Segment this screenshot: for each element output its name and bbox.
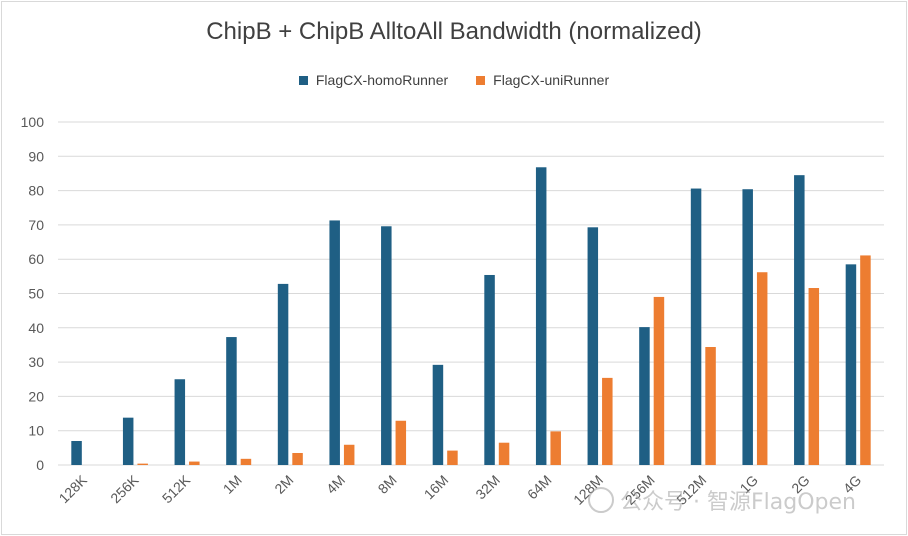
y-tick-label: 0 bbox=[36, 457, 44, 473]
y-tick-label: 100 bbox=[21, 114, 45, 130]
bar-homorunner bbox=[122, 417, 134, 465]
x-tick-label: 64M bbox=[524, 472, 555, 503]
x-tick-label: 1M bbox=[220, 472, 245, 497]
legend: FlagCX-homoRunner FlagCX-uniRunner bbox=[0, 72, 908, 88]
bar-unirunner bbox=[395, 420, 407, 465]
bar-unirunner bbox=[498, 442, 510, 465]
bar-homorunner bbox=[174, 379, 186, 465]
legend-swatch-unirunner bbox=[476, 75, 486, 85]
legend-item-unirunner: FlagCX-uniRunner bbox=[476, 72, 609, 88]
legend-swatch-homorunner bbox=[298, 75, 308, 85]
bar-homorunner bbox=[381, 226, 392, 465]
x-tick-label: 16M bbox=[421, 472, 452, 503]
y-tick-label: 50 bbox=[28, 286, 44, 302]
bar-homorunner bbox=[639, 327, 650, 465]
bar-homorunner bbox=[587, 227, 599, 465]
legend-label-unirunner: FlagCX-uniRunner bbox=[493, 72, 610, 88]
bar-unirunner bbox=[705, 347, 716, 465]
x-tick-label: 4M bbox=[323, 472, 348, 497]
y-tick-label: 10 bbox=[28, 423, 44, 439]
bar-homorunner bbox=[845, 264, 857, 465]
bar-unirunner bbox=[240, 458, 252, 465]
y-tick-label: 40 bbox=[28, 320, 44, 336]
bar-homorunner bbox=[277, 283, 289, 465]
y-tick-label: 90 bbox=[28, 148, 44, 164]
bar-unirunner bbox=[808, 288, 820, 465]
bar-unirunner bbox=[447, 450, 458, 465]
bar-homorunner bbox=[432, 364, 444, 465]
y-tick-label: 60 bbox=[28, 251, 44, 267]
chart-title: ChipB + ChipB AlltoAll Bandwidth (normal… bbox=[206, 18, 702, 45]
bar-unirunner bbox=[756, 272, 768, 465]
x-tick-label: 256K bbox=[107, 471, 142, 506]
x-tick-label: 2M bbox=[271, 472, 296, 497]
bar-unirunner bbox=[137, 463, 148, 465]
wechat-logo-icon bbox=[588, 487, 614, 513]
bar-homorunner bbox=[742, 189, 753, 465]
x-tick-label: 8M bbox=[375, 472, 400, 497]
legend-item-homorunner: FlagCX-homoRunner bbox=[298, 72, 449, 88]
y-tick-label: 80 bbox=[28, 183, 44, 199]
bar-unirunner bbox=[860, 255, 871, 465]
bar-homorunner bbox=[794, 175, 805, 466]
bar-homorunner bbox=[690, 188, 702, 466]
bar-unirunner bbox=[550, 431, 561, 465]
watermark: 公众号 · 智源FlagOpen bbox=[588, 484, 856, 516]
bar-unirunner bbox=[343, 444, 355, 465]
bar-unirunner bbox=[602, 377, 613, 465]
bar-unirunner bbox=[653, 296, 665, 465]
y-tick-label: 20 bbox=[28, 388, 44, 404]
bar-homorunner bbox=[226, 337, 237, 465]
watermark-text: 公众号 · 智源FlagOpen bbox=[620, 490, 856, 515]
bar-unirunner bbox=[189, 461, 200, 465]
y-tick-label: 70 bbox=[28, 217, 44, 233]
bar-homorunner bbox=[71, 440, 82, 465]
y-tick-label: 30 bbox=[28, 354, 44, 370]
bar-unirunner bbox=[292, 452, 303, 465]
bar-homorunner bbox=[329, 220, 340, 465]
x-tick-label: 32M bbox=[472, 472, 503, 503]
x-tick-label: 128K bbox=[55, 471, 90, 506]
x-tick-label: 512K bbox=[159, 471, 194, 506]
bar-homorunner bbox=[484, 274, 495, 465]
legend-label-homorunner: FlagCX-homoRunner bbox=[315, 72, 449, 88]
bar-homorunner bbox=[535, 167, 547, 465]
